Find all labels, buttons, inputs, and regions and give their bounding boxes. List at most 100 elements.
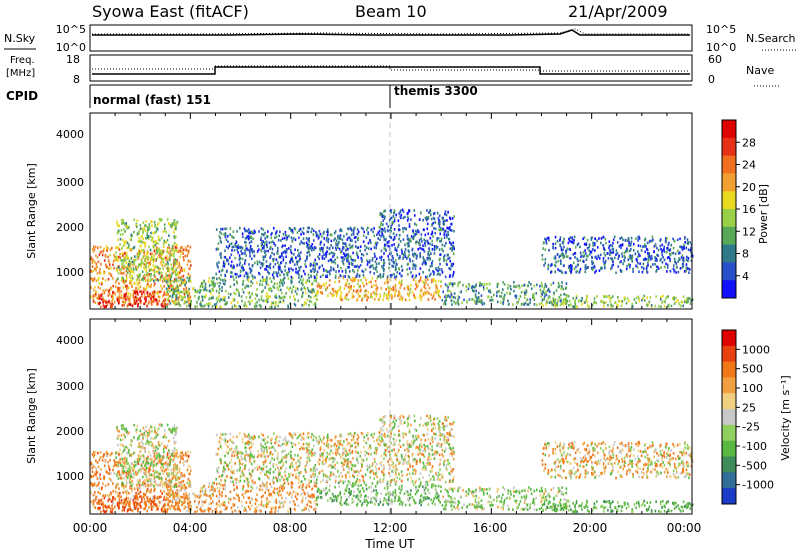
- power-cell: [398, 257, 400, 260]
- power-cell: [283, 259, 285, 262]
- velocity-cell: [165, 469, 167, 472]
- power-cell: [621, 236, 623, 239]
- velocity-cell: [138, 492, 140, 495]
- power-cell: [576, 306, 578, 309]
- power-cell: [509, 293, 511, 296]
- power-cell: [361, 227, 363, 230]
- velocity-cell: [151, 500, 153, 503]
- power-cell: [170, 263, 172, 266]
- velocity-cell: [166, 480, 168, 483]
- power-cell: [167, 299, 169, 302]
- power-cell: [231, 271, 233, 274]
- power-cell: [267, 236, 269, 239]
- power-cell: [454, 292, 456, 295]
- power-cell: [268, 272, 270, 275]
- power-cell: [401, 279, 403, 282]
- power-cell: [250, 245, 252, 248]
- velocity-cell: [151, 458, 153, 461]
- power-cell: [300, 266, 302, 269]
- power-cell: [190, 246, 192, 249]
- power-cell: [447, 254, 449, 257]
- power-cell: [543, 264, 545, 267]
- power-cell: [383, 295, 385, 298]
- power-cell: [390, 252, 392, 255]
- power-cell: [260, 249, 262, 252]
- power-cell: [613, 248, 615, 251]
- power-cell: [635, 301, 637, 304]
- power-cell: [380, 224, 382, 227]
- power-cell: [301, 287, 303, 290]
- power-cell: [499, 295, 501, 298]
- power-cell: [426, 276, 428, 279]
- power-cell: [442, 250, 444, 253]
- power-cell: [244, 227, 246, 230]
- power-cell: [92, 248, 94, 251]
- power-cell: [401, 250, 403, 253]
- noise-panel: N.Sky 10^5 10^0 10^5 10^0 N.Search: [4, 23, 796, 54]
- velocity-cell: [107, 506, 109, 509]
- power-cell: [346, 233, 348, 236]
- power-cell: [422, 256, 424, 259]
- power-cell: [175, 278, 177, 281]
- power-cell: [174, 258, 176, 261]
- power-cell: [252, 237, 254, 240]
- power-cell: [370, 265, 372, 268]
- power-cell: [660, 266, 662, 269]
- power-cell: [221, 232, 223, 235]
- power-cell: [580, 255, 582, 258]
- velocity-cell: [110, 510, 112, 513]
- power-cell: [547, 289, 549, 292]
- power-cell: [667, 304, 669, 307]
- power-cell: [664, 259, 666, 262]
- power-cell: [269, 256, 271, 259]
- power-cell: [426, 209, 428, 212]
- colorbar-segment: [722, 191, 736, 209]
- power-cell: [426, 227, 428, 230]
- power-cell: [158, 247, 160, 250]
- power-cell: [141, 278, 143, 281]
- power-cell: [655, 244, 657, 247]
- power-cell: [298, 252, 300, 255]
- power-cell: [388, 293, 390, 296]
- power-cell: [641, 249, 643, 252]
- power-cell: [644, 251, 646, 254]
- power-cell: [329, 253, 331, 256]
- power-cell: [396, 271, 398, 274]
- power-cell: [170, 278, 172, 281]
- power-cell: [681, 301, 683, 304]
- power-cell: [235, 273, 237, 276]
- power-cell: [398, 228, 400, 231]
- power-cell: [654, 263, 656, 266]
- power-cell: [149, 269, 151, 272]
- velocity-cell: [162, 485, 164, 488]
- power-cell: [497, 290, 499, 293]
- power-cell: [130, 303, 132, 306]
- power-cell: [346, 298, 348, 301]
- power-cell: [145, 270, 147, 273]
- power-cell: [156, 270, 158, 273]
- power-cell: [302, 292, 304, 295]
- power-cell: [226, 228, 228, 231]
- velocity-cell: [163, 498, 165, 501]
- power-cell: [345, 242, 347, 245]
- power-cell: [229, 233, 231, 236]
- power-cell: [297, 249, 299, 252]
- power-cell: [390, 211, 392, 214]
- power-cell: [443, 228, 445, 231]
- power-cell: [673, 298, 675, 301]
- power-cell: [504, 283, 506, 286]
- power-cell: [337, 246, 339, 249]
- power-cell: [356, 299, 358, 302]
- power-cell: [114, 301, 116, 304]
- power-cell: [622, 255, 624, 258]
- power-cell: [188, 267, 190, 270]
- power-cell: [154, 267, 156, 270]
- power-cell: [433, 295, 435, 298]
- velocity-cell: [171, 473, 173, 476]
- colorbar-tick-label: 28: [742, 136, 756, 149]
- power-cell: [187, 297, 189, 300]
- power-cell: [329, 273, 331, 276]
- power-cell: [122, 301, 124, 304]
- power-cell: [251, 240, 253, 243]
- power-cell: [296, 293, 298, 296]
